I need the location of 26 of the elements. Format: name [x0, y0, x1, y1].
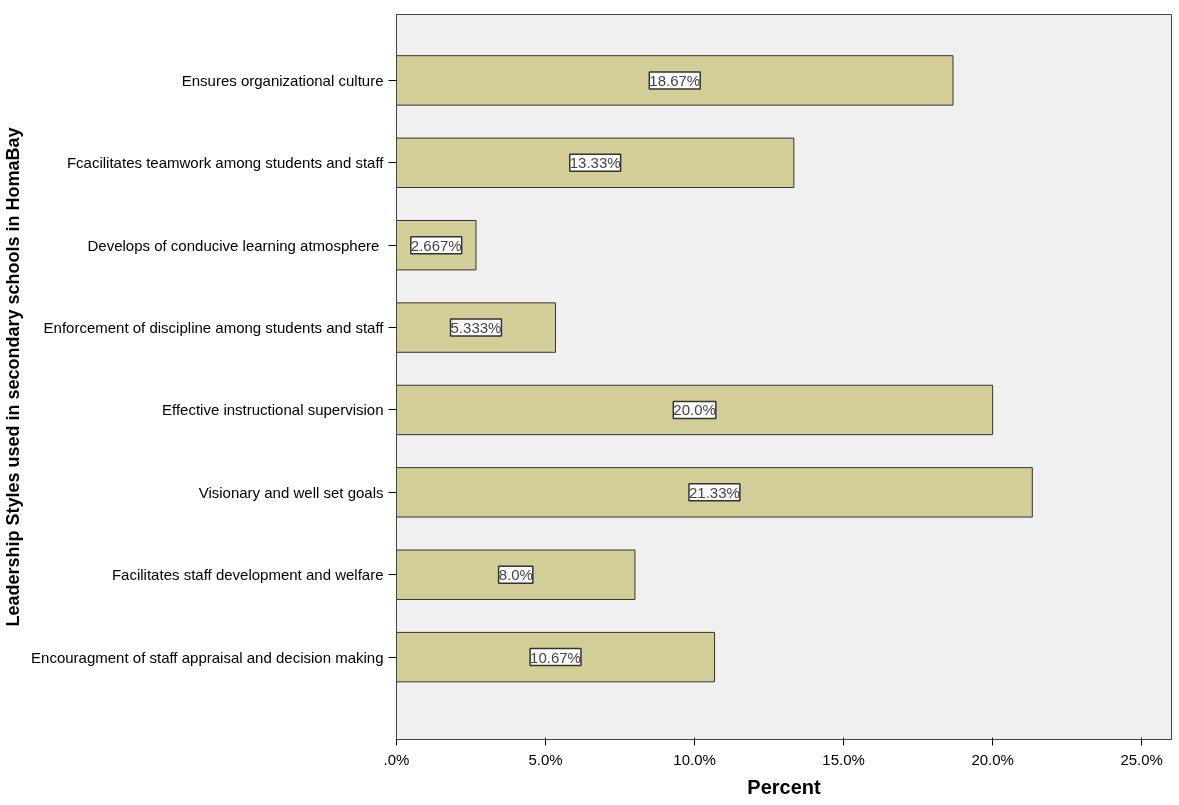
- x-axis-title: Percent: [747, 775, 822, 798]
- y-axis-title: Leadership Styles used in secondary schools in HomaBay: [3, 127, 24, 627]
- y-tick-label: Ensures organizational culture: [181, 71, 384, 89]
- y-tick-label: Fcacilitates teamwork among students and staff: [66, 154, 385, 172]
- bar: [396, 55, 954, 106]
- x-tick-label: 10.0%: [673, 750, 716, 768]
- x-tick-label: .0%: [383, 750, 410, 768]
- y-tick-label: Encouragment of staff appraisal and decision making: [31, 648, 384, 666]
- bar: [396, 137, 795, 189]
- y-tick-label: Enforcement of discipline among students and staff: [43, 319, 385, 337]
- data-label: 20.0%: [673, 401, 716, 419]
- x-tick-label: 25.0%: [1120, 750, 1163, 768]
- y-tick-label: Develops of conducive learning atmosphere: [87, 236, 380, 254]
- bar: [396, 549, 636, 600]
- data-label: 13.33%: [569, 154, 621, 172]
- x-tick-label: 20.0%: [971, 750, 1014, 768]
- data-label: 8.0%: [498, 566, 533, 584]
- x-tick-label: 5.0%: [528, 750, 563, 768]
- bar: [396, 384, 994, 436]
- bar: [396, 467, 1033, 518]
- x-tick-label: 15.0%: [822, 750, 865, 768]
- bar: [396, 631, 716, 683]
- y-tick-label: Effective instructional supervision: [162, 401, 384, 419]
- y-tick-label: Visionary and well set goals: [198, 483, 384, 501]
- data-label: 5.333%: [450, 319, 502, 337]
- y-tick-label: Facilitates staff development and welfare: [111, 566, 384, 584]
